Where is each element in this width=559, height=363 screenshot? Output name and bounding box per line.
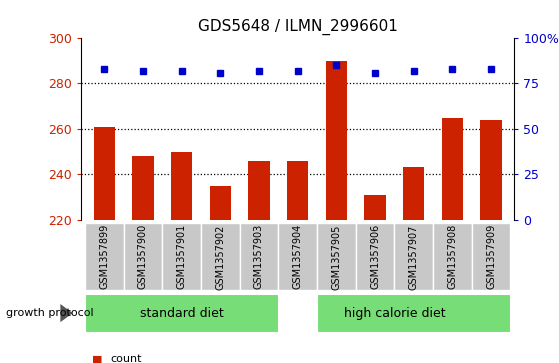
Bar <box>124 223 162 290</box>
Bar <box>442 118 463 220</box>
Bar <box>278 223 317 290</box>
Bar <box>287 160 309 220</box>
Text: ■: ■ <box>92 354 103 363</box>
Text: GSM1357909: GSM1357909 <box>486 224 496 289</box>
Text: GSM1357908: GSM1357908 <box>447 224 457 289</box>
Text: high calorie diet: high calorie diet <box>344 307 445 319</box>
Bar <box>326 61 347 220</box>
Bar <box>93 127 115 220</box>
Bar <box>395 223 433 290</box>
Title: GDS5648 / ILMN_2996601: GDS5648 / ILMN_2996601 <box>198 19 397 35</box>
Text: growth protocol: growth protocol <box>6 308 93 318</box>
Bar <box>433 223 472 290</box>
Text: count: count <box>110 354 141 363</box>
Bar <box>480 120 502 220</box>
Text: GSM1357902: GSM1357902 <box>215 224 225 290</box>
Bar <box>162 223 201 290</box>
Bar <box>356 223 394 290</box>
Text: GSM1357899: GSM1357899 <box>100 224 109 289</box>
Text: GSM1357904: GSM1357904 <box>293 224 302 289</box>
Bar <box>85 223 124 290</box>
Text: GSM1357901: GSM1357901 <box>177 224 187 289</box>
Bar <box>171 151 192 220</box>
Bar <box>317 294 510 332</box>
Bar <box>210 185 231 220</box>
Bar <box>201 223 240 290</box>
Bar <box>317 223 356 290</box>
Text: GSM1357906: GSM1357906 <box>370 224 380 289</box>
Bar <box>403 167 424 220</box>
Text: GSM1357905: GSM1357905 <box>331 224 342 290</box>
Bar <box>248 160 269 220</box>
Bar <box>364 195 386 220</box>
Text: GSM1357907: GSM1357907 <box>409 224 419 290</box>
Bar <box>85 294 278 332</box>
Bar <box>472 223 510 290</box>
Text: GSM1357903: GSM1357903 <box>254 224 264 289</box>
Text: standard diet: standard diet <box>140 307 224 319</box>
Text: GSM1357900: GSM1357900 <box>138 224 148 289</box>
Bar <box>132 156 154 220</box>
Bar <box>240 223 278 290</box>
